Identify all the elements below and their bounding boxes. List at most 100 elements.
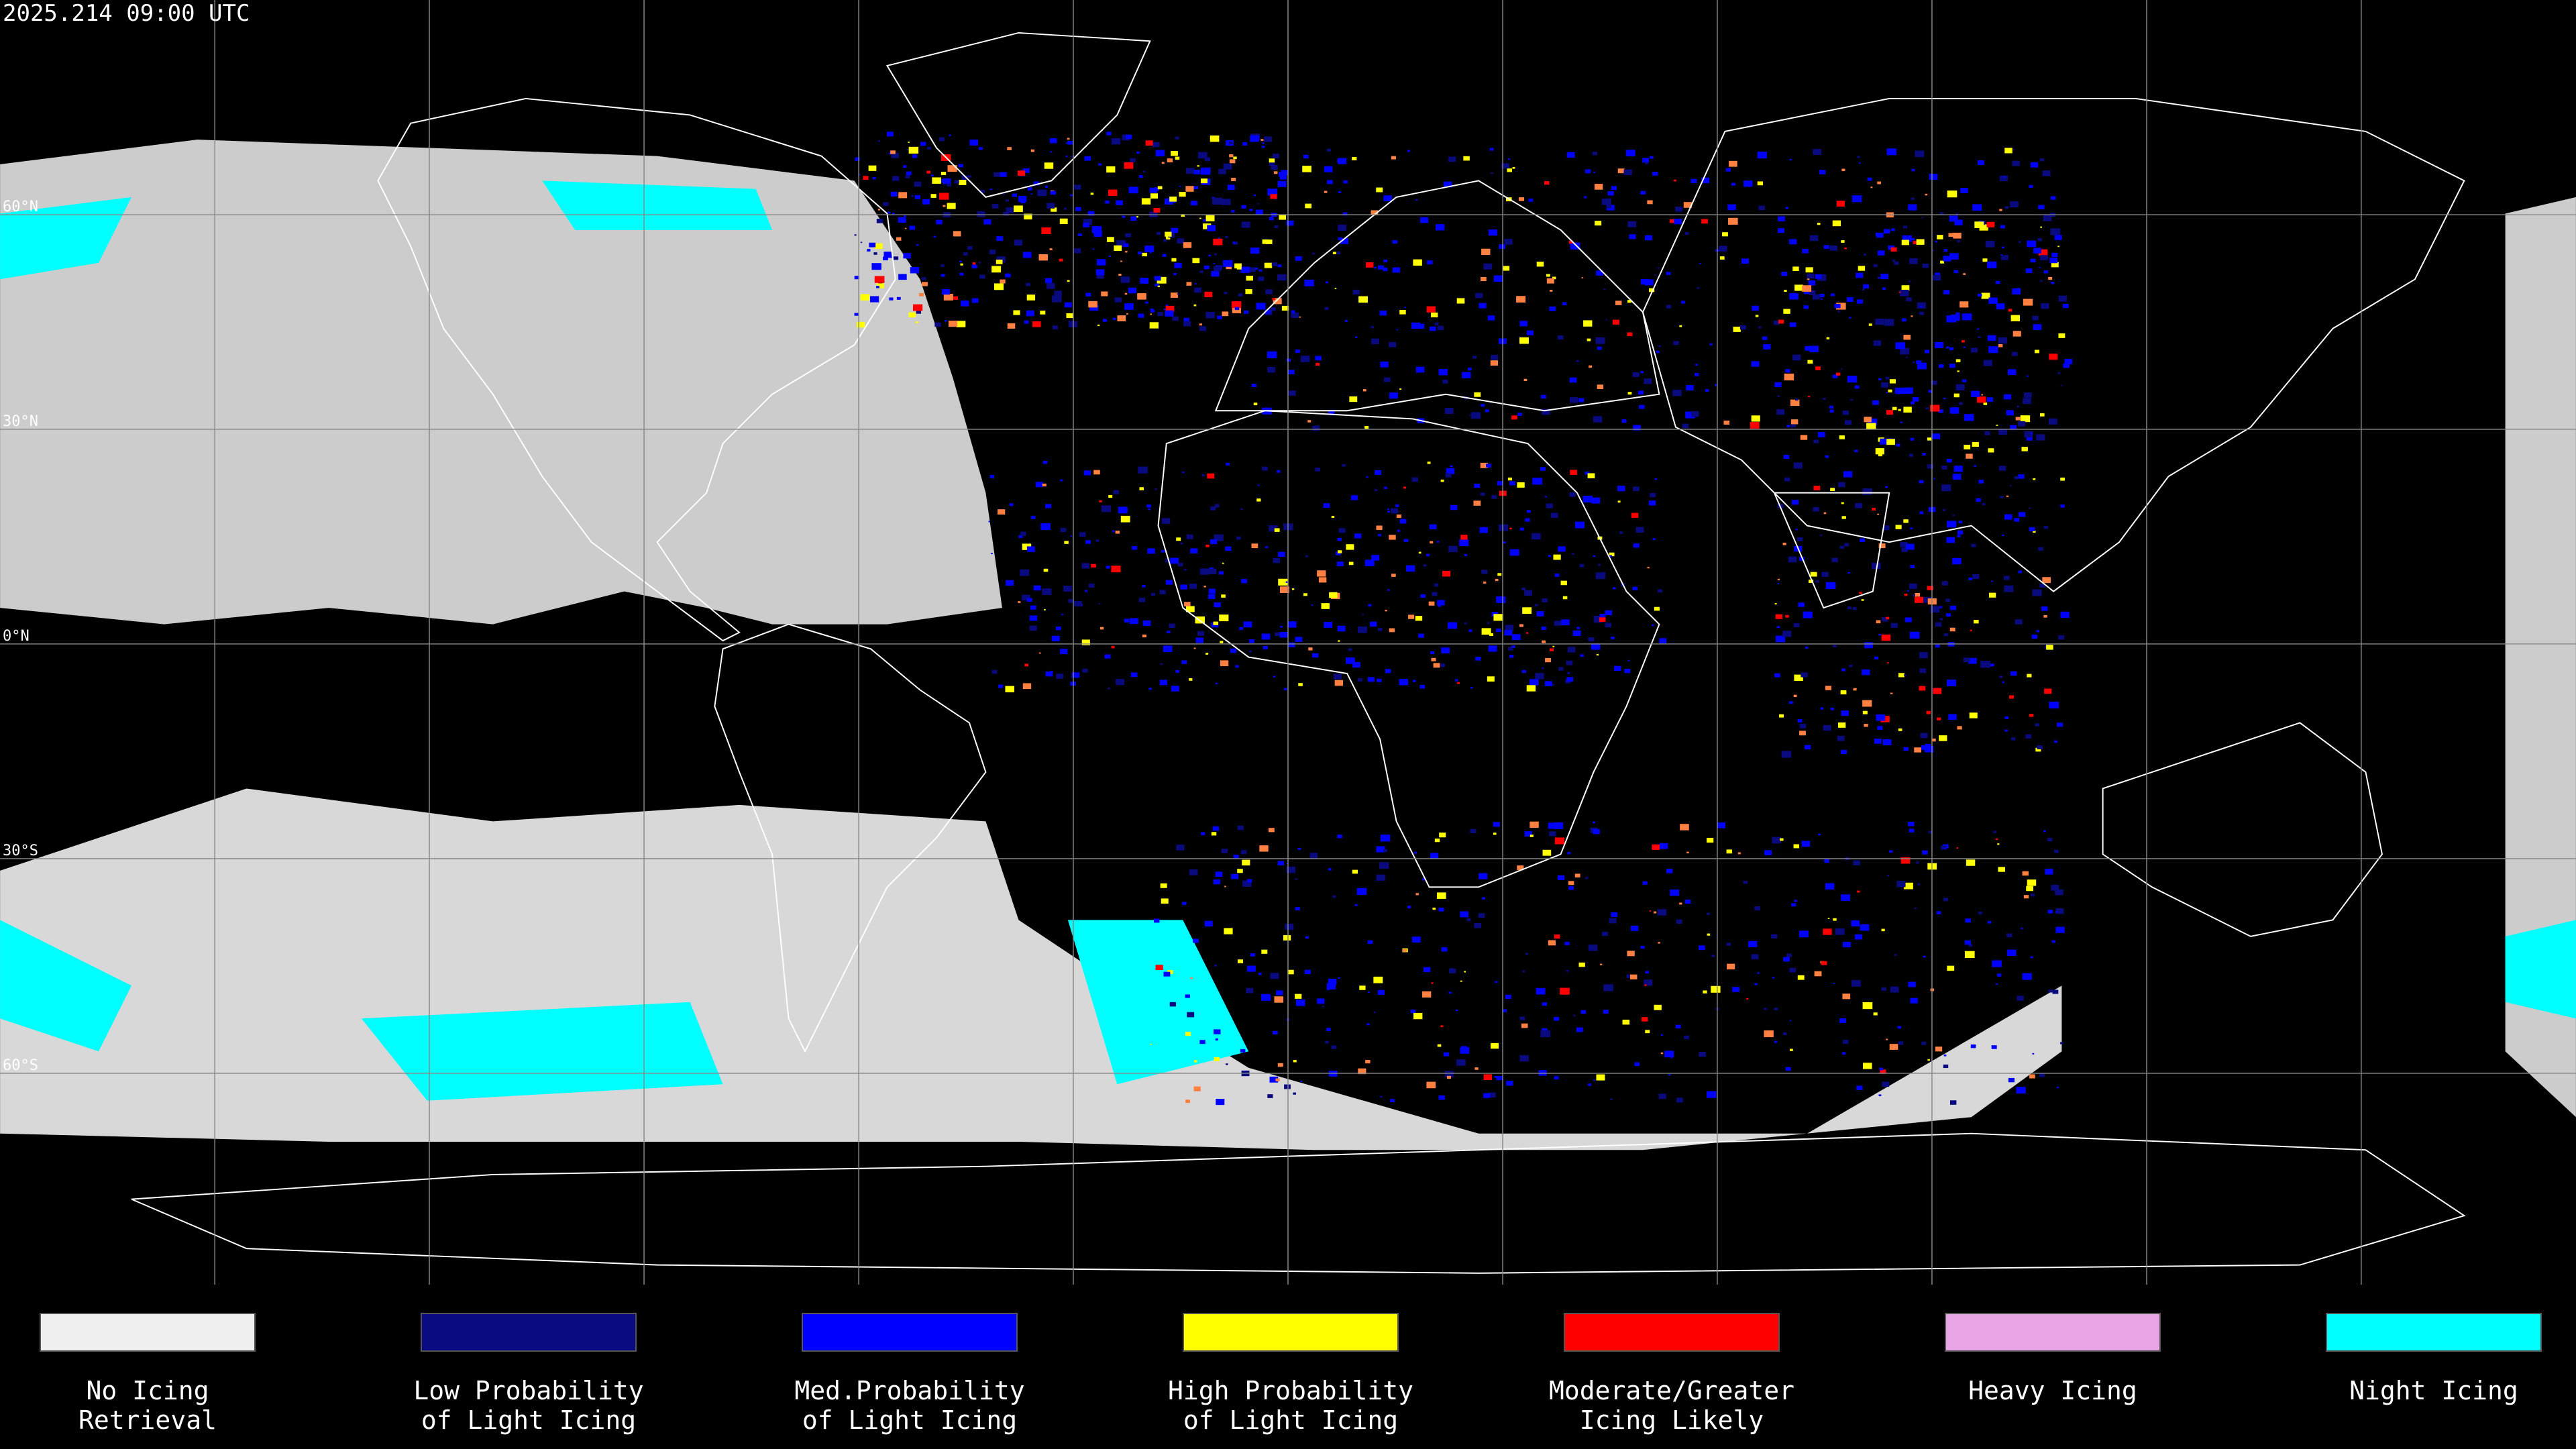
legend-label-line: Low Probability xyxy=(413,1376,644,1405)
icing-speckle xyxy=(1193,647,1196,649)
icing-speckle xyxy=(2029,507,2031,509)
icing-speckle xyxy=(1809,290,1816,295)
icing-speckle xyxy=(959,180,967,185)
icing-speckle xyxy=(1568,886,1574,890)
icing-speckle xyxy=(1984,431,1990,435)
icing-speckle xyxy=(2026,375,2029,377)
icing-speckle xyxy=(1271,262,1277,266)
icing-speckle xyxy=(1101,505,1111,513)
icing-speckle xyxy=(1751,361,1760,367)
icing-speckle xyxy=(1610,1098,1613,1100)
icing-speckle xyxy=(1990,663,1994,667)
icing-speckle xyxy=(1225,546,1232,551)
icing-speckle xyxy=(1782,1032,1787,1035)
icing-speckle xyxy=(1921,217,1924,219)
icing-speckle xyxy=(1255,209,1263,215)
icing-speckle xyxy=(1081,639,1090,645)
icing-speckle xyxy=(1909,631,1920,639)
icing-speckle xyxy=(1937,235,1943,239)
icing-speckle xyxy=(1943,1054,1947,1057)
icing-speckle xyxy=(1463,156,1470,161)
icing-speckle xyxy=(1580,654,1584,657)
icing-speckle xyxy=(1587,473,1595,479)
icing-speckle xyxy=(1854,449,1858,453)
icing-speckle xyxy=(932,177,941,184)
icing-speckle xyxy=(1972,574,1980,580)
icing-speckle xyxy=(1274,225,1279,229)
icing-speckle xyxy=(2024,431,2033,437)
icing-speckle xyxy=(2055,911,2058,913)
icing-speckle xyxy=(1946,459,1952,463)
icing-speckle xyxy=(1511,645,1515,649)
icing-speckle xyxy=(1231,301,1242,309)
icing-speckle xyxy=(877,140,881,142)
icing-speckle xyxy=(1199,326,1206,331)
icing-speckle xyxy=(1996,983,1998,985)
icing-speckle xyxy=(1430,524,1437,530)
icing-speckle xyxy=(1234,307,1240,311)
icing-speckle xyxy=(2060,384,2063,386)
icing-speckle xyxy=(967,246,973,250)
icing-speckle xyxy=(1169,1002,1177,1007)
icing-speckle xyxy=(1957,530,1964,535)
icing-speckle xyxy=(2002,246,2004,249)
icing-speckle xyxy=(959,260,962,263)
icing-speckle xyxy=(877,209,881,211)
icing-speckle xyxy=(1487,676,1495,682)
icing-speckle xyxy=(933,235,936,238)
icing-speckle xyxy=(1456,298,1465,304)
icing-speckle xyxy=(1260,139,1264,142)
icing-speckle xyxy=(1524,590,1532,596)
icing-speckle xyxy=(941,171,947,176)
icing-speckle xyxy=(1870,186,1873,189)
icing-speckle xyxy=(969,140,978,146)
map xyxy=(0,0,2576,1285)
icing-speckle xyxy=(1605,623,1612,628)
icing-speckle xyxy=(1581,277,1584,278)
icing-speckle xyxy=(1397,529,1401,532)
icing-speckle xyxy=(1640,946,1645,949)
icing-speckle xyxy=(1208,594,1216,599)
icing-speckle xyxy=(1540,467,1546,471)
icing-speckle xyxy=(1536,987,1546,995)
icing-speckle xyxy=(1817,432,1825,437)
icing-speckle xyxy=(1919,311,1924,315)
icing-speckle xyxy=(1523,378,1527,382)
icing-speckle xyxy=(1878,277,1880,279)
icing-speckle xyxy=(1580,1010,1587,1014)
icing-speckle xyxy=(1274,996,1284,1003)
legend-label-line: Med.Probability xyxy=(794,1376,1025,1405)
icing-speckle xyxy=(1570,242,1580,250)
icing-speckle xyxy=(1701,219,1708,224)
icing-speckle xyxy=(1902,225,1907,229)
icing-speckle xyxy=(1281,305,1289,311)
icing-speckle xyxy=(1383,268,1388,272)
icing-speckle xyxy=(1114,245,1122,251)
icing-speckle xyxy=(1038,254,1048,261)
icing-speckle xyxy=(1566,677,1574,682)
icing-speckle xyxy=(1165,305,1175,312)
icing-speckle xyxy=(1124,303,1134,310)
icing-speckle xyxy=(1144,301,1148,304)
icing-speckle xyxy=(2030,894,2035,897)
icing-speckle xyxy=(1165,310,1174,317)
icing-speckle xyxy=(1195,637,1204,643)
icing-speckle xyxy=(1856,1085,1863,1090)
icing-speckle xyxy=(1037,189,1047,197)
icing-speckle xyxy=(1542,1002,1548,1006)
icing-speckle xyxy=(1506,1081,1513,1086)
icing-speckle xyxy=(934,322,941,327)
icing-speckle xyxy=(1096,274,1104,279)
icing-speckle xyxy=(1225,235,1228,239)
icing-speckle xyxy=(1060,527,1067,533)
icing-speckle xyxy=(1390,1099,1395,1103)
icing-speckle xyxy=(1228,141,1233,144)
icing-speckle xyxy=(1654,478,1658,480)
icing-speckle xyxy=(2031,635,2037,639)
icing-speckle xyxy=(1933,274,1941,281)
icing-speckle xyxy=(1067,280,1070,282)
icing-speckle xyxy=(1605,319,1608,321)
icing-speckle xyxy=(1625,150,1635,157)
icing-speckle xyxy=(2060,477,2065,481)
icing-speckle xyxy=(1837,735,1845,741)
